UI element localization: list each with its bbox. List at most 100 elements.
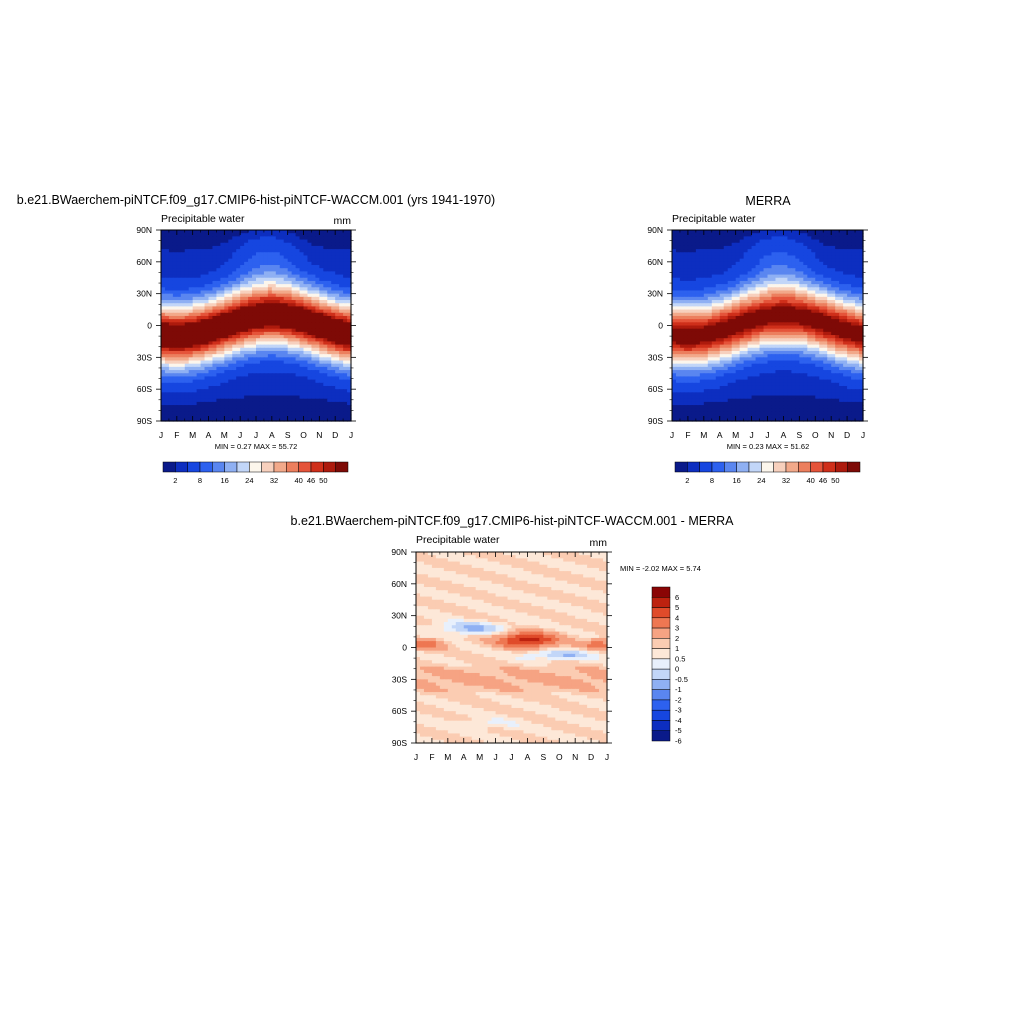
heatmap-cell	[327, 392, 332, 397]
heatmap-cell	[287, 385, 293, 390]
heatmap-cell	[267, 277, 273, 282]
heatmap-cell	[335, 258, 340, 263]
heatmap-cell	[851, 258, 856, 263]
heatmap-cell	[236, 287, 241, 292]
heatmap-cell	[755, 319, 761, 323]
heatmap-cell	[751, 341, 757, 346]
heatmap-cell	[715, 258, 721, 263]
heatmap-cell	[287, 338, 293, 343]
heatmap-cell	[192, 236, 198, 241]
heatmap-cell	[795, 255, 800, 260]
heatmap-cell	[751, 239, 757, 244]
heatmap-cell	[311, 328, 316, 333]
heatmap-cell	[843, 233, 848, 237]
heatmap-cell	[339, 344, 344, 349]
heatmap-cell	[323, 230, 328, 234]
heatmap-cell	[847, 325, 852, 330]
heatmap-cell	[827, 296, 832, 301]
heatmap-cell	[319, 379, 324, 384]
heatmap-cell	[859, 328, 864, 333]
heatmap-cell	[267, 347, 273, 352]
heatmap-cell	[823, 322, 828, 327]
heatmap-cell	[172, 303, 178, 307]
heatmap-cell	[347, 360, 352, 365]
heatmap-cell	[795, 341, 800, 346]
heatmap-cell	[783, 245, 788, 250]
heatmap-cell	[347, 290, 352, 295]
heatmap-cell	[331, 411, 336, 416]
heatmap-cell	[188, 290, 194, 295]
heatmap-cell	[315, 277, 320, 282]
heatmap-cell	[735, 233, 741, 237]
heatmap-cell	[271, 392, 277, 397]
heatmap-cell	[228, 370, 233, 374]
heatmap-cell	[196, 315, 202, 320]
heatmap-cell	[267, 328, 273, 333]
heatmap-cell	[307, 245, 313, 250]
heatmap-cell	[232, 277, 237, 282]
heatmap-cell	[279, 265, 285, 269]
heatmap-cell	[343, 379, 348, 384]
heatmap-cell	[267, 230, 273, 234]
heatmap-cell	[168, 373, 174, 378]
heatmap-cell	[291, 312, 297, 317]
heatmap-cell	[739, 350, 745, 355]
heatmap-cell	[311, 376, 316, 381]
heatmap-cell	[811, 303, 816, 307]
heatmap-cell	[161, 338, 166, 343]
heatmap-cell	[240, 252, 245, 257]
heatmap-cell	[775, 319, 781, 323]
heatmap-cell	[287, 300, 293, 304]
heatmap-cell	[176, 255, 182, 260]
heatmap-cell	[204, 277, 210, 282]
heatmap-cell	[172, 242, 178, 247]
heatmap-cell	[843, 261, 848, 266]
heatmap-cell	[267, 290, 273, 295]
heatmap-cell	[855, 290, 860, 295]
heatmap-cell	[807, 233, 812, 237]
heatmap-cell	[200, 312, 206, 317]
heatmap-cell	[851, 242, 856, 247]
heatmap-cell	[331, 344, 336, 349]
heatmap-cell	[208, 296, 214, 301]
heatmap-cell	[307, 252, 313, 257]
heatmap-cell	[811, 236, 816, 241]
heatmap-cell	[747, 230, 753, 234]
heatmap-cell	[216, 341, 221, 346]
heatmap-cell	[335, 303, 340, 307]
heatmap-cell	[252, 363, 257, 368]
heatmap-cell	[675, 335, 681, 339]
heatmap-cell	[843, 341, 848, 346]
heatmap-cell	[204, 233, 210, 237]
heatmap-cell	[335, 392, 340, 397]
colorbar-label: 24	[245, 476, 253, 485]
heatmap-cell	[216, 328, 221, 333]
heatmap-cell	[208, 268, 214, 272]
heatmap-cell	[859, 350, 864, 355]
heatmap-cell	[859, 315, 864, 320]
heatmap-cell	[212, 239, 218, 244]
heatmap-cell	[823, 268, 828, 272]
heatmap-cell	[164, 233, 170, 237]
heatmap-cell	[196, 265, 202, 269]
heatmap-cell	[739, 280, 745, 285]
heatmap-cell	[683, 242, 689, 247]
heatmap-cell	[319, 230, 324, 234]
heatmap-cell	[847, 312, 852, 317]
heatmap-cell	[248, 376, 253, 381]
heatmap-cell	[220, 385, 225, 390]
heatmap-cell	[192, 379, 198, 384]
heatmap-cell	[240, 296, 245, 301]
heatmap-cell	[283, 385, 289, 390]
heatmap-cell	[687, 309, 693, 314]
heatmap-cell	[731, 303, 737, 307]
heatmap-cell	[779, 265, 785, 269]
heatmap-cell	[691, 236, 697, 241]
heatmap-cell	[851, 306, 856, 311]
heatmap-cell	[707, 315, 713, 320]
heatmap-cell	[244, 341, 249, 346]
heatmap-cell	[188, 245, 194, 250]
heatmap-cell	[835, 354, 840, 358]
heatmap-cell	[212, 287, 218, 292]
heatmap-cell	[271, 277, 277, 282]
